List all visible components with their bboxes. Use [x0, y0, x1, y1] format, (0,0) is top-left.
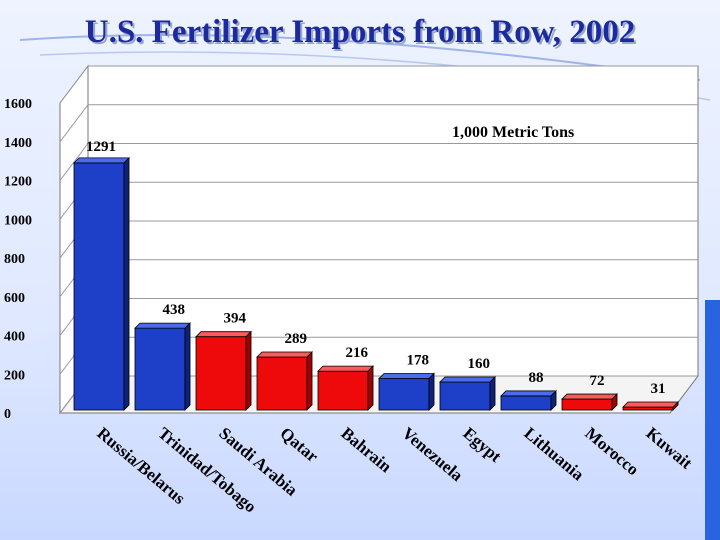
bar	[500, 389, 557, 411]
y-tick-label: 1400	[4, 136, 32, 151]
x-category-label: Egypt	[459, 424, 505, 467]
bar	[317, 365, 374, 411]
data-label: 438	[163, 302, 186, 318]
bar	[256, 351, 313, 411]
gridline	[59, 104, 698, 143]
y-axis-ticks: 0 200 400 600 800 1000 1200 1400 1600	[4, 97, 32, 422]
data-label: 88	[529, 370, 544, 386]
bar	[622, 401, 679, 411]
gridline	[59, 143, 698, 181]
y-tick-label: 200	[4, 368, 25, 383]
data-label: 72	[590, 373, 605, 389]
gridline	[59, 65, 698, 104]
data-label: 289	[285, 331, 308, 347]
data-label: 216	[346, 345, 369, 361]
x-category-label: Morocco	[581, 424, 642, 480]
x-category-label: Qatar	[276, 424, 322, 467]
bars	[73, 156, 679, 411]
data-label: 31	[651, 381, 666, 397]
bar	[378, 372, 435, 411]
unit-label: 1,000 Metric Tons	[452, 124, 574, 141]
y-tick-label: 0	[4, 407, 11, 422]
data-label: 1291	[86, 139, 116, 155]
chart-title: U.S. Fertilizer Imports from Row, 2002	[84, 14, 636, 50]
data-label: 394	[224, 311, 247, 327]
data-label: 160	[468, 356, 491, 372]
bar	[439, 376, 496, 411]
y-tick-label: 400	[4, 330, 25, 345]
bar	[134, 322, 191, 411]
y-tick-label: 600	[4, 291, 25, 306]
bar	[561, 393, 618, 411]
x-category-label: Kuwait	[642, 424, 696, 473]
x-category-label: Lithuania	[520, 424, 588, 485]
bar	[195, 330, 252, 411]
y-tick-label: 1000	[4, 213, 32, 228]
y-tick-label: 1600	[4, 97, 32, 112]
x-category-label: Bahrain	[337, 424, 395, 477]
bar	[73, 156, 130, 411]
data-label: 178	[407, 353, 430, 369]
data-labels: 1291 438 394 289 216 178 160 88 72 31	[86, 139, 666, 397]
accent-bar	[705, 300, 720, 540]
x-category-label: Venezuela	[398, 424, 467, 486]
y-tick-label: 800	[4, 252, 25, 267]
y-tick-label: 1200	[4, 175, 32, 190]
